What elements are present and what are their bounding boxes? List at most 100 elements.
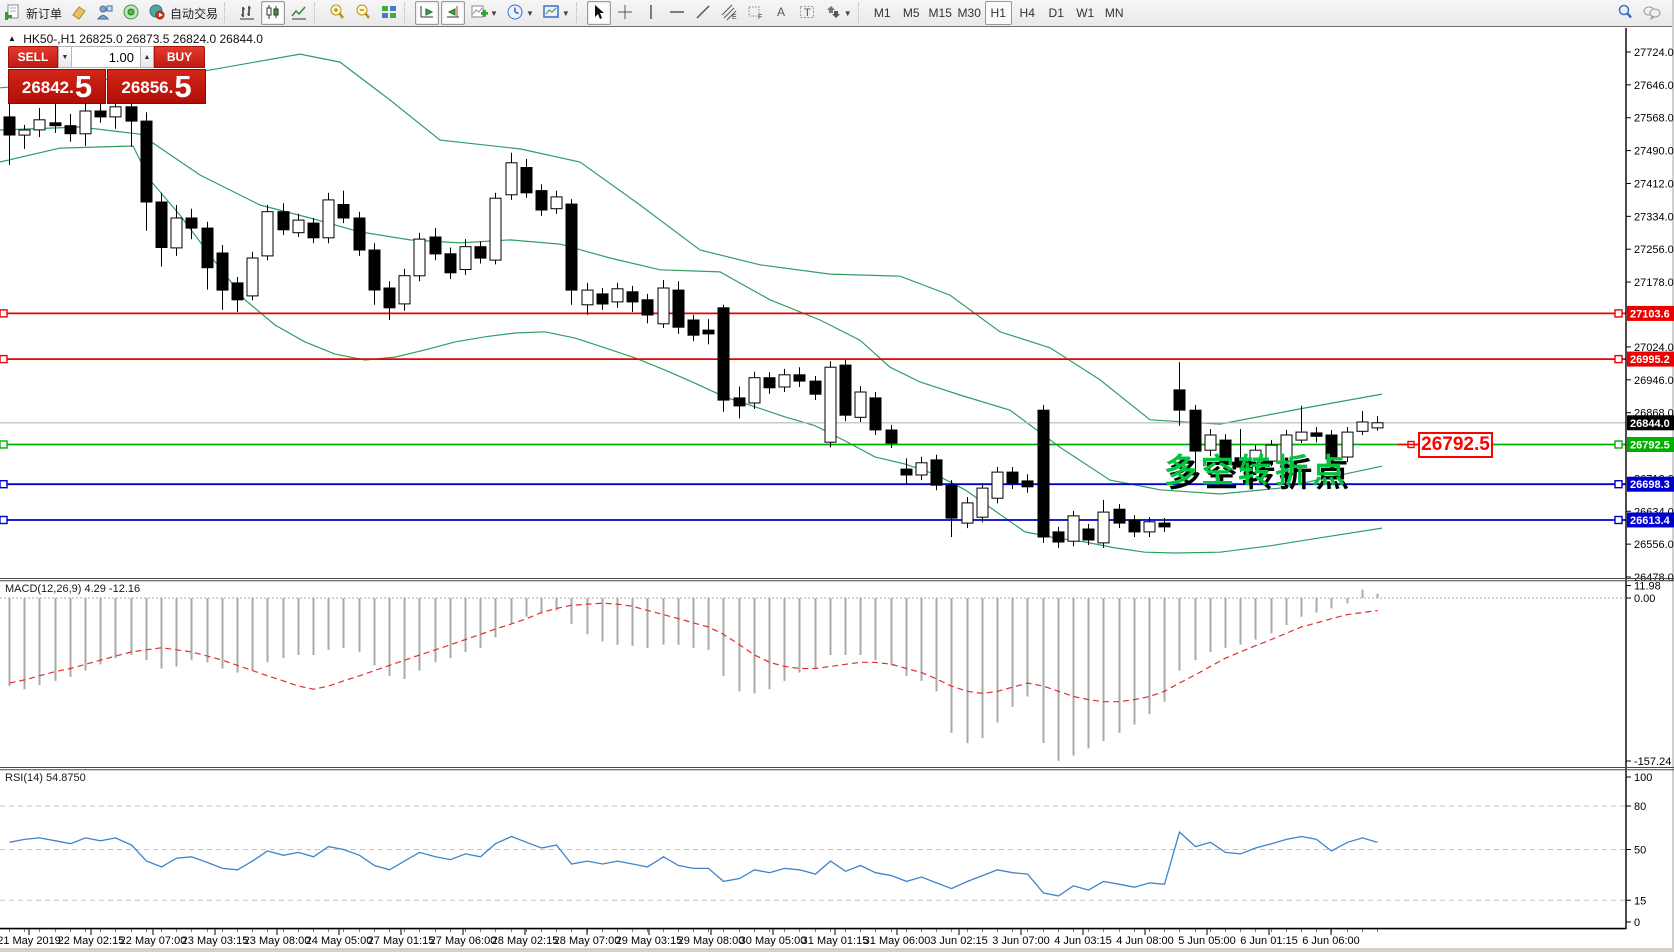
eraser-button[interactable] (67, 1, 91, 25)
macd-histogram-bar (966, 598, 969, 744)
time-axis-label: 4 Jun 08:00 (1116, 935, 1174, 947)
timeframe-m30[interactable]: M30 (957, 6, 981, 20)
bull-candle-body (246, 257, 259, 297)
macd-histogram-bar (327, 598, 330, 650)
sell-price-display[interactable]: 26842. 5 (8, 69, 106, 104)
auto-scroll-icon (418, 3, 436, 24)
macd-histogram-bar (84, 598, 87, 671)
time-axis-label: 22 May 07:00 (120, 935, 187, 947)
buy-price-display[interactable]: 26856. 5 (107, 69, 206, 104)
new-order-button[interactable]: 新订单 (1, 1, 65, 25)
timeframe-h4[interactable]: H4 (1019, 6, 1035, 20)
macd-histogram-bar (1163, 598, 1166, 702)
toolbar-separator (575, 3, 584, 23)
tile-windows-button[interactable] (377, 1, 401, 25)
time-axis-label: 3 Jun 02:15 (930, 935, 988, 947)
time-axis-label: 5 Jun 05:00 (1178, 935, 1236, 947)
macd-histogram-bar (1026, 598, 1029, 697)
macd-histogram-bar (996, 598, 999, 723)
bear-candle-body (885, 429, 898, 444)
svg-text:E: E (732, 14, 737, 21)
period-button[interactable]: ▼ (503, 1, 537, 25)
bear-candle-body (383, 287, 396, 309)
zoom-in-button[interactable] (325, 1, 349, 25)
macd-histogram-bar (783, 598, 786, 681)
macd-histogram-bar (1178, 598, 1181, 671)
cursor-tool-button[interactable] (586, 1, 611, 25)
bar-chart-button[interactable] (235, 1, 259, 25)
search-button[interactable] (1613, 1, 1637, 25)
time-axis-label: 27 May 01:15 (368, 935, 435, 947)
timeframe-d1[interactable]: D1 (1048, 6, 1064, 20)
bear-candle-body (733, 397, 746, 407)
bear-candle-body (474, 246, 487, 259)
macd-histogram-bar (1224, 598, 1227, 648)
macd-histogram-bar (1376, 593, 1379, 598)
horizontal-line-tool-button[interactable] (665, 1, 689, 25)
chart-shift-icon (444, 3, 462, 24)
timeframe-m5[interactable]: M5 (902, 6, 920, 20)
bull-candle-body (322, 199, 335, 239)
timeframe-m1[interactable]: M1 (873, 6, 891, 20)
profile-button[interactable] (93, 1, 117, 25)
macd-histogram-bar (190, 598, 193, 661)
macd-histogram-bar (920, 598, 923, 681)
bear-candle-body (1128, 519, 1141, 533)
bull-candle-body (581, 289, 594, 306)
volume-input[interactable] (72, 46, 140, 68)
macd-histogram-bar (616, 598, 619, 645)
broadcast-button[interactable] (119, 1, 143, 25)
add-indicator-button[interactable]: ▼ (467, 1, 501, 25)
time-axis-label: 27 May 06:00 (430, 935, 497, 947)
trendline-tool-button[interactable] (691, 1, 715, 25)
crosshair-tool-button[interactable] (613, 1, 637, 25)
price-marker-label-bg (1627, 305, 1674, 321)
timeframe-h1[interactable]: H1 (984, 1, 1012, 25)
sell-button[interactable]: SELL (8, 46, 58, 68)
sell-price-dot: . (69, 78, 74, 97)
bull-candle-body (1249, 449, 1262, 466)
auto-trading-button[interactable]: 自动交易 (145, 1, 221, 25)
text-label-icon: T (798, 3, 816, 24)
text-tool-button[interactable]: A (769, 1, 793, 25)
macd-axis-label: 0.00 (1634, 593, 1655, 605)
text-label-tool-button[interactable]: T (795, 1, 819, 25)
macd-histogram-bar (145, 598, 148, 661)
macd-histogram-bar (722, 598, 725, 676)
vertical-line-tool-button[interactable] (639, 1, 663, 25)
bear-candle-body (565, 203, 578, 291)
timeframe-mn[interactable]: MN (1104, 6, 1124, 20)
arrows-tool-button[interactable]: ▼ (821, 1, 855, 25)
line-end-marker (1614, 515, 1623, 525)
price-tick-label: 27412.0 (1634, 178, 1674, 190)
fibonacci-tool-button[interactable]: E (717, 1, 741, 25)
macd-histogram-bar (99, 598, 102, 665)
line-end-marker (1614, 309, 1623, 318)
auto-scroll-button[interactable] (415, 1, 440, 25)
buy-button[interactable]: BUY (154, 46, 205, 68)
buy-price-big-digit: 5 (174, 69, 192, 104)
time-axis-label: 30 May 05:00 (740, 935, 807, 947)
price-marker-label: 27103.6 (1630, 308, 1670, 320)
timeframe-w1[interactable]: W1 (1076, 6, 1095, 20)
zoom-out-button[interactable] (351, 1, 375, 25)
macd-histogram-bar (282, 598, 285, 659)
bear-candle-body (216, 252, 229, 291)
price-tick-label: 27334.0 (1634, 211, 1674, 223)
line-end-marker (0, 309, 8, 318)
macd-histogram-bar (586, 598, 589, 635)
timeframe-m15[interactable]: M15 (928, 6, 952, 20)
grid-tool-button[interactable]: F (743, 1, 767, 25)
volume-decrease-button[interactable]: ▼ (58, 46, 72, 68)
macd-histogram-bar (525, 598, 528, 617)
bull-candle-body (413, 238, 426, 277)
candlestick-chart-button[interactable] (261, 1, 286, 25)
line-chart-button[interactable] (287, 1, 311, 25)
price-callout-box[interactable]: 26792.5 (1418, 432, 1493, 458)
volume-increase-button[interactable]: ▲ (140, 46, 154, 68)
chat-button[interactable] (1639, 1, 1665, 25)
chart-shift-button[interactable] (441, 1, 466, 25)
bull-candle-body (79, 110, 92, 135)
template-button[interactable]: ▼ (539, 1, 573, 25)
